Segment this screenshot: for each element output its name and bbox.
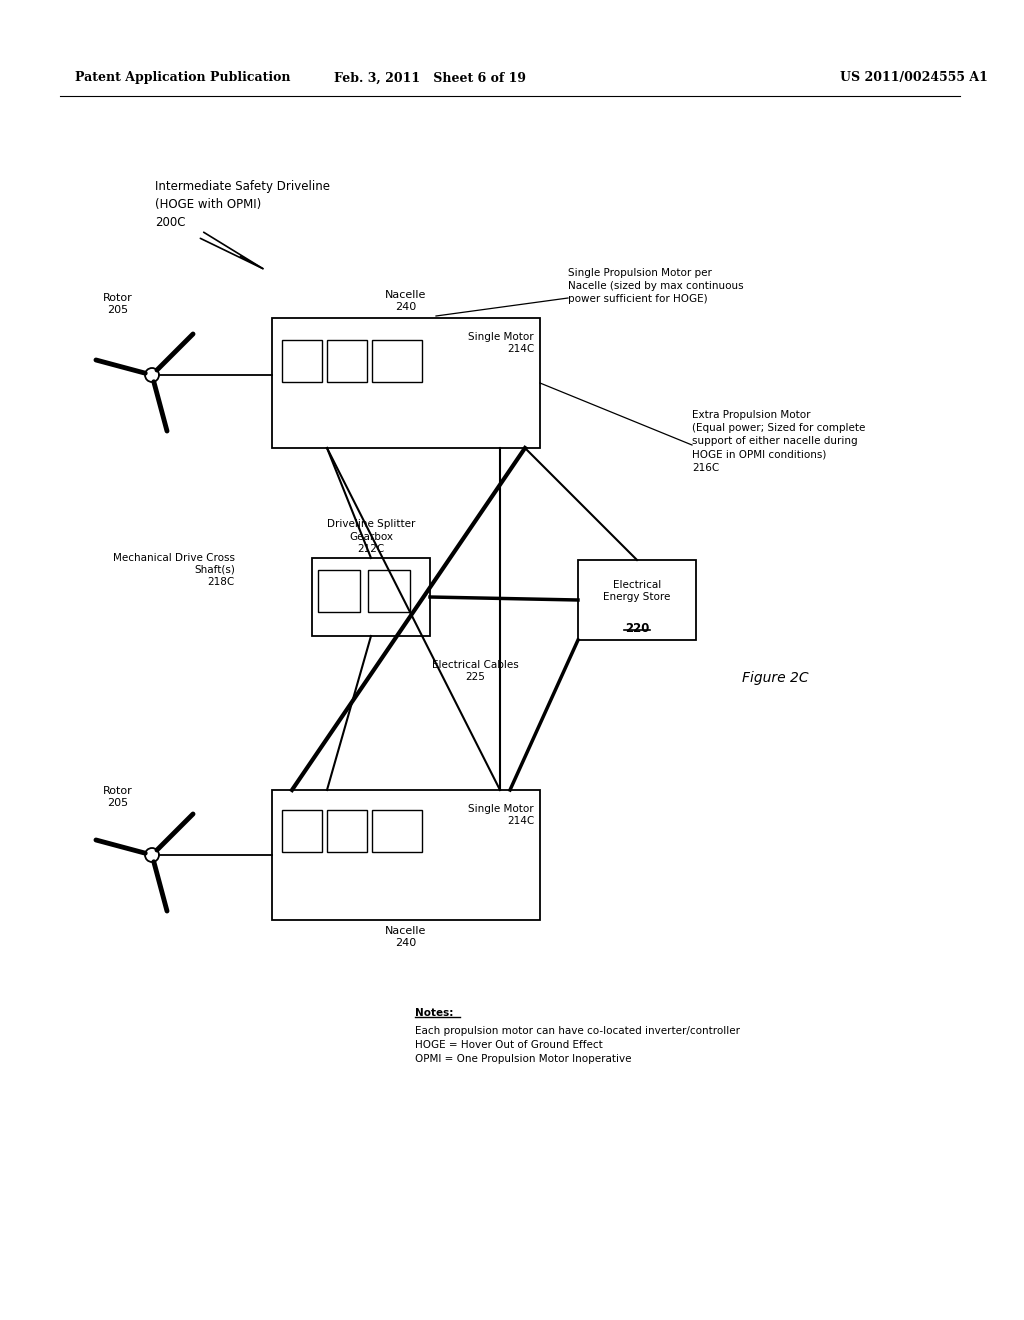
Bar — [272, 789, 540, 920]
Bar — [327, 341, 367, 381]
Text: Extra Propulsion Motor
(Equal power; Sized for complete
support of either nacell: Extra Propulsion Motor (Equal power; Siz… — [692, 411, 865, 473]
Text: Rotor
205: Rotor 205 — [103, 293, 133, 315]
Bar — [327, 810, 367, 851]
Text: Driveline Splitter
Gearbox
212C: Driveline Splitter Gearbox 212C — [327, 519, 415, 554]
Bar — [312, 558, 430, 636]
Bar — [272, 318, 540, 447]
Text: Nacelle
240: Nacelle 240 — [385, 289, 427, 312]
Bar — [578, 560, 696, 640]
Text: Single Motor
214C: Single Motor 214C — [468, 804, 534, 826]
Text: Notes:: Notes: — [415, 1008, 454, 1018]
Bar — [282, 810, 322, 851]
Text: Rotor
205: Rotor 205 — [103, 785, 133, 808]
Bar — [372, 341, 422, 381]
Text: Single Motor
214C: Single Motor 214C — [468, 333, 534, 354]
Text: Nacelle
240: Nacelle 240 — [385, 927, 427, 948]
Text: 220: 220 — [625, 622, 649, 635]
Text: Each propulsion motor can have co-located inverter/controller
HOGE = Hover Out o: Each propulsion motor can have co-locate… — [415, 1026, 740, 1064]
Text: US 2011/0024555 A1: US 2011/0024555 A1 — [840, 71, 988, 84]
Text: Electrical
Energy Store: Electrical Energy Store — [603, 579, 671, 602]
Text: Single Propulsion Motor per
Nacelle (sized by max continuous
power sufficient fo: Single Propulsion Motor per Nacelle (siz… — [568, 268, 743, 305]
Bar — [372, 810, 422, 851]
Text: Intermediate Safety Driveline
(HOGE with OPMI)
200C: Intermediate Safety Driveline (HOGE with… — [155, 180, 330, 228]
Bar — [368, 570, 410, 612]
Text: Feb. 3, 2011   Sheet 6 of 19: Feb. 3, 2011 Sheet 6 of 19 — [334, 71, 526, 84]
Text: Patent Application Publication: Patent Application Publication — [75, 71, 291, 84]
Text: Electrical Cables
225: Electrical Cables 225 — [432, 660, 518, 682]
Bar — [318, 570, 360, 612]
Text: Mechanical Drive Cross
Shaft(s)
218C: Mechanical Drive Cross Shaft(s) 218C — [113, 553, 234, 587]
Bar — [282, 341, 322, 381]
Text: Figure 2C: Figure 2C — [741, 671, 808, 685]
